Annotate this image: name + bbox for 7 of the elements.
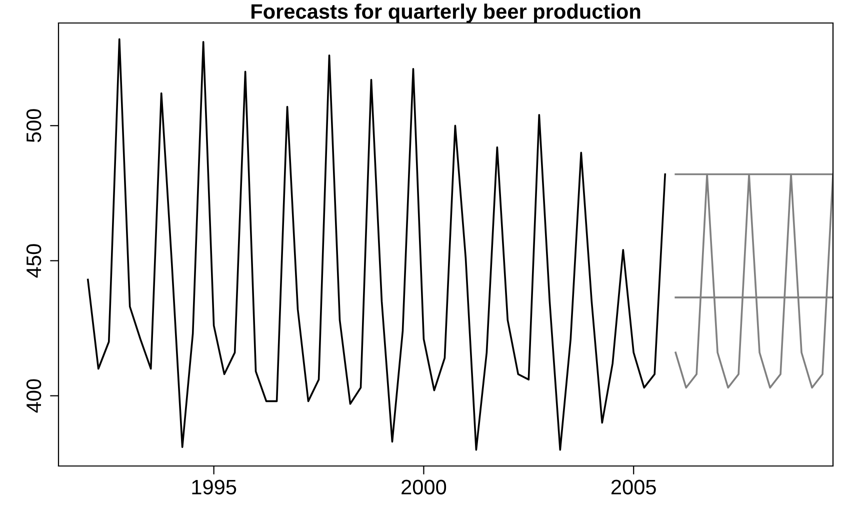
y-tick-label: 500	[26, 109, 42, 142]
y-tick-label: 400	[26, 379, 42, 413]
x-tick-label: 2005	[611, 480, 656, 494]
x-tick-label: 2000	[402, 480, 446, 494]
y-tick-label: 450	[26, 244, 42, 278]
chart-title: Forecasts for quarterly beer production	[252, 4, 640, 23]
x-tick-label: 1995	[192, 480, 236, 494]
